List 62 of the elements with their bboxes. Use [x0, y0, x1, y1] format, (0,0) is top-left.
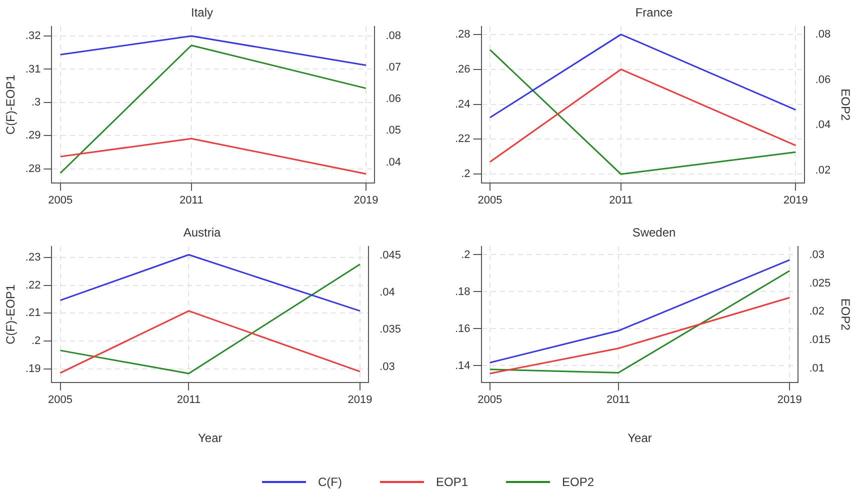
x-tick-label: 2005	[48, 194, 73, 206]
y-axis-title: C(F)-EOP1	[4, 74, 18, 135]
x-tick-label: 2019	[354, 194, 378, 206]
x-tick-label: 2019	[348, 394, 372, 406]
y-tick-label: .31	[25, 63, 41, 76]
x-tick-label: 2019	[777, 394, 802, 406]
y-tick-label: .26	[454, 63, 470, 76]
y2-tick-label: .03	[380, 360, 395, 373]
x-tick-label: 2011	[606, 394, 630, 406]
y2-tick-label: .04	[380, 286, 395, 299]
y2-tick-label: .04	[386, 156, 402, 168]
y2-tick-label: .015	[809, 334, 831, 346]
y-tick-label: .28	[25, 162, 41, 175]
y2-tick-label: .06	[815, 74, 831, 86]
y2-tick-label: .02	[815, 164, 831, 177]
y2-tick-label: .04	[815, 119, 831, 132]
x-axis-title: Year	[198, 431, 222, 446]
y-axis-title: C(F)-EOP1	[4, 284, 18, 344]
x-tick-label: 2011	[176, 394, 201, 406]
y-tick-label: .19	[25, 362, 41, 375]
chart-title: Sweden	[632, 226, 676, 240]
legend-label: EOP1	[436, 475, 468, 489]
y2-tick-label: .08	[815, 28, 831, 40]
y2-tick-label: .08	[386, 30, 402, 42]
y2-tick-label: .05	[386, 124, 402, 137]
x-tick-label: 2011	[180, 194, 204, 206]
x-tick-label: 2011	[609, 194, 633, 206]
y-tick-label: .14	[454, 360, 470, 372]
y-tick-label: .28	[454, 28, 470, 40]
y-tick-label: .22	[25, 279, 41, 292]
y-tick-label: .23	[25, 252, 41, 264]
y2-axis-title: EOP2	[838, 298, 852, 331]
y2-axis-title: EOP2	[838, 88, 852, 121]
y2-tick-label: .03	[809, 248, 824, 261]
y-tick-label: .2	[32, 334, 41, 347]
y-tick-label: .3	[32, 96, 41, 108]
x-axis-title: Year	[628, 431, 652, 446]
x-tick-label: 2005	[478, 394, 502, 406]
y-tick-label: .21	[25, 307, 41, 320]
y-tick-label: .24	[454, 98, 470, 110]
y-tick-label: .32	[25, 30, 41, 42]
y-tick-label: .16	[454, 322, 470, 335]
y-tick-label: .2	[461, 168, 470, 180]
legend-label: C(F)	[318, 475, 342, 489]
y-tick-label: .2	[461, 248, 470, 261]
y2-tick-label: .045	[380, 249, 402, 262]
x-tick-label: 2019	[783, 194, 808, 206]
y-tick-label: .22	[454, 133, 470, 146]
y-tick-label: .18	[454, 286, 470, 298]
chart-title: Italy	[190, 6, 214, 20]
y-tick-label: .29	[25, 130, 41, 142]
chart-title: France	[635, 6, 673, 20]
y2-tick-label: .025	[809, 277, 831, 290]
x-tick-label: 2005	[478, 194, 502, 206]
legend-label: EOP2	[562, 475, 594, 489]
y2-tick-label: .01	[809, 362, 824, 374]
chart-title: Austria	[183, 226, 221, 240]
y2-tick-label: .035	[380, 324, 402, 336]
y2-tick-label: .07	[386, 62, 402, 74]
y2-tick-label: .02	[809, 306, 824, 318]
y2-tick-label: .06	[386, 93, 402, 106]
x-tick-label: 2005	[48, 394, 72, 406]
